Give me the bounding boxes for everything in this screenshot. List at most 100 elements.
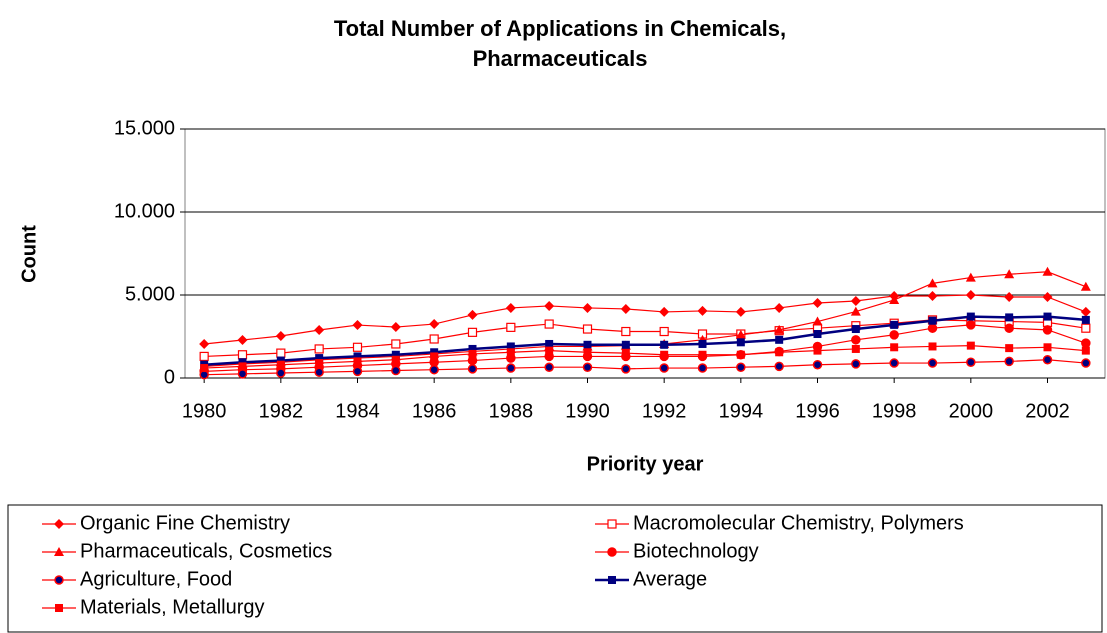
series-line	[204, 359, 1086, 376]
marker	[1043, 343, 1052, 352]
marker	[851, 325, 860, 334]
marker	[391, 355, 400, 364]
marker	[390, 322, 401, 333]
marker	[1081, 315, 1090, 324]
marker	[620, 303, 631, 314]
marker	[314, 367, 324, 377]
marker	[391, 350, 400, 359]
marker	[621, 340, 630, 349]
legend-label: Pharmaceuticals, Cosmetics	[80, 540, 332, 562]
marker	[774, 324, 785, 334]
marker	[1081, 338, 1091, 348]
x-tick-label: 1988	[489, 400, 534, 422]
marker	[352, 366, 363, 377]
marker	[735, 329, 746, 339]
marker	[928, 342, 937, 351]
marker	[1042, 266, 1053, 276]
x-tick-label: 1998	[872, 400, 917, 422]
marker	[315, 354, 324, 363]
series-line	[204, 315, 1086, 366]
marker	[775, 348, 784, 357]
series-line	[204, 294, 1087, 345]
marker	[506, 322, 516, 332]
marker	[1080, 306, 1091, 317]
x-tick-label: 1994	[719, 400, 764, 422]
marker	[353, 352, 362, 361]
marker	[505, 302, 516, 313]
marker	[582, 362, 593, 372]
legend-marker	[55, 604, 63, 612]
marker	[1004, 291, 1015, 302]
x-tick-label: 1984	[335, 400, 380, 422]
marker	[430, 348, 439, 357]
marker	[813, 330, 822, 339]
marker	[775, 335, 784, 344]
marker	[1042, 291, 1053, 302]
legend-marker	[607, 547, 617, 557]
marker	[1081, 358, 1091, 368]
marker	[927, 278, 938, 288]
marker	[1081, 346, 1090, 355]
marker	[545, 346, 554, 355]
marker	[659, 306, 670, 317]
legend-marker	[607, 519, 617, 529]
marker	[583, 348, 592, 357]
marker	[889, 330, 899, 340]
marker	[430, 352, 439, 361]
y-tick-label: 5.000	[125, 283, 175, 305]
marker	[850, 306, 861, 316]
marker	[429, 364, 439, 375]
marker	[660, 340, 669, 349]
marker	[966, 341, 975, 350]
marker	[736, 350, 745, 359]
marker	[774, 302, 785, 313]
marker	[544, 300, 555, 311]
marker	[275, 331, 286, 342]
marker	[660, 350, 669, 359]
marker	[927, 290, 938, 301]
marker	[276, 356, 285, 365]
marker	[238, 358, 247, 367]
marker	[812, 359, 823, 370]
series-line	[204, 345, 1086, 369]
y-axis-title: Count	[18, 225, 40, 283]
x-tick-label: 1982	[259, 400, 304, 422]
legend-marker	[54, 547, 64, 556]
marker	[927, 323, 938, 333]
marker	[545, 339, 554, 348]
x-axis-title: Priority year	[587, 453, 704, 475]
legend-label: Biotechnology	[633, 540, 759, 562]
marker	[966, 357, 976, 367]
series-line	[204, 319, 1086, 358]
marker	[314, 344, 324, 354]
marker	[276, 348, 286, 358]
marker	[812, 316, 823, 326]
legend-label: Agriculture, Food	[80, 568, 232, 590]
marker	[352, 342, 363, 352]
marker	[812, 297, 823, 308]
marker	[1004, 269, 1015, 279]
marker	[468, 344, 477, 353]
marker	[966, 320, 976, 330]
marker	[276, 360, 285, 369]
marker	[698, 350, 707, 359]
marker	[774, 361, 784, 372]
marker	[1005, 344, 1014, 353]
legend-marker	[54, 519, 64, 529]
marker	[467, 309, 478, 320]
legend-marker	[608, 576, 616, 584]
x-tick-label: 1992	[642, 400, 687, 422]
marker	[813, 346, 822, 355]
marker	[736, 362, 746, 372]
marker	[1042, 354, 1053, 365]
marker	[965, 290, 976, 300]
marker	[851, 335, 861, 345]
marker	[506, 363, 516, 373]
chart-title: Pharmaceuticals	[473, 46, 648, 71]
marker	[199, 351, 209, 362]
marker	[315, 359, 324, 368]
marker	[200, 364, 209, 373]
marker	[890, 343, 899, 352]
marker	[237, 334, 248, 345]
